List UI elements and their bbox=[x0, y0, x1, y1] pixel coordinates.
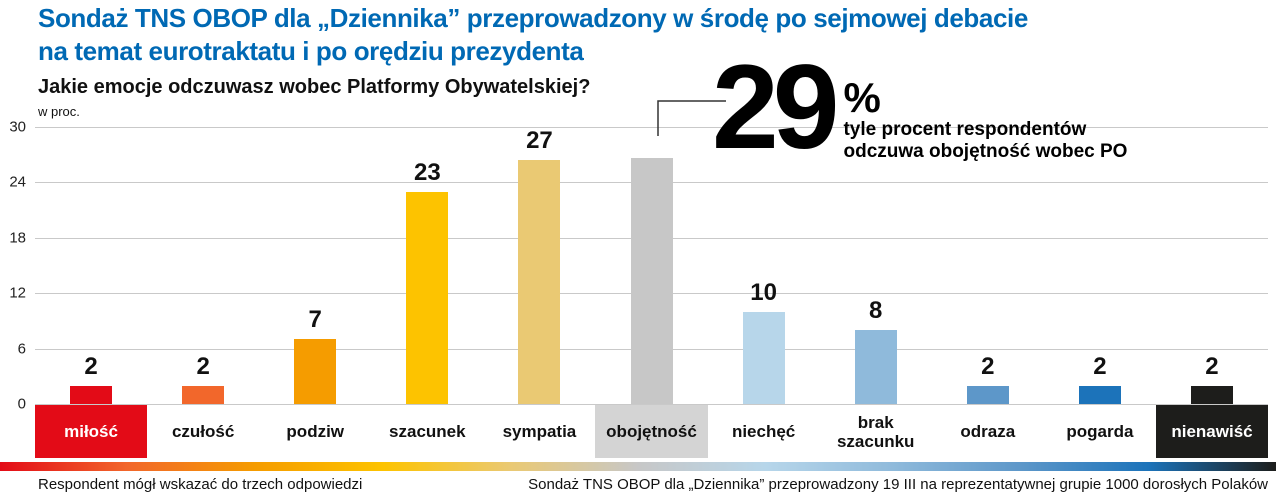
color-gradient-strip bbox=[0, 462, 1276, 471]
category-label-odraza: odraza bbox=[960, 422, 1016, 441]
bar-value-label: 2 bbox=[1093, 352, 1107, 380]
callout-description-line-2: odczuwa obojętność wobec PO bbox=[843, 141, 1128, 162]
category-label-niechęć: niechęć bbox=[731, 422, 796, 441]
bar-pogarda bbox=[1078, 385, 1121, 404]
bar-brak szacunku bbox=[854, 330, 897, 404]
bar-obojętność bbox=[630, 157, 673, 404]
chart-question: Jakie emocje odczuwasz wobec Platformy O… bbox=[38, 76, 591, 98]
y-axis-tick-label: 18 bbox=[9, 229, 26, 247]
bar-sympatia bbox=[518, 160, 561, 404]
category-label-podziw: podziw bbox=[286, 422, 345, 441]
bar-value-label: 7 bbox=[308, 306, 322, 334]
footnote-source: Sondaż TNS OBOP dla „Dziennika” przeprow… bbox=[528, 476, 1268, 493]
bar-column: 2 bbox=[147, 127, 259, 404]
y-axis-tick-label: 30 bbox=[9, 118, 26, 136]
callout-description-line-1: tyle procent respondentów bbox=[843, 119, 1087, 140]
callout-right-block: % tyle procent respondentów odczuwa oboj… bbox=[843, 55, 1127, 163]
y-axis-tick-label: 6 bbox=[17, 340, 26, 358]
category-label-brak szacunku: brak szacunku bbox=[836, 412, 915, 451]
bar-niechęć bbox=[742, 311, 785, 404]
gridline bbox=[35, 127, 1268, 128]
y-axis: 30 24 18 12 6 0 bbox=[0, 119, 28, 413]
bar-szacunek bbox=[406, 191, 449, 404]
y-axis-tick-label: 0 bbox=[17, 395, 26, 413]
category-label-nienawiść: nienawiść bbox=[1155, 405, 1269, 458]
bar-nienawiść bbox=[1190, 385, 1233, 404]
category-label-pogarda: pogarda bbox=[1066, 422, 1134, 441]
bar-column: 7 bbox=[259, 127, 371, 404]
callout-connector-line bbox=[657, 100, 726, 136]
category-label-sympatia: sympatia bbox=[502, 422, 577, 441]
category-labels-row: miłość czułość podziw szacunek sympatia oboję… bbox=[35, 405, 1269, 458]
category-label-szacunek: szacunek bbox=[389, 422, 466, 441]
bar-value-label: 10 bbox=[750, 278, 777, 306]
y-axis-tick-label: 24 bbox=[9, 173, 26, 191]
bar-value-label: 2 bbox=[1205, 352, 1219, 380]
title-line-2: na temat eurotraktatu i po orędziu prezy… bbox=[38, 36, 584, 66]
unit-label: w proc. bbox=[38, 104, 80, 119]
category-label-miłość: miłość bbox=[35, 405, 148, 458]
bar-odraza bbox=[966, 385, 1009, 404]
bar-czułość bbox=[182, 385, 225, 404]
bar-column: 2 bbox=[1156, 127, 1268, 404]
bar-column: 2 bbox=[35, 127, 147, 404]
title-line-1: Sondaż TNS OBOP dla „Dziennika” przeprow… bbox=[38, 3, 1028, 33]
bar-value-label: 27 bbox=[526, 127, 553, 154]
callout-description: tyle procent respondentów odczuwa obojęt… bbox=[843, 119, 1127, 163]
chart-plot: 2 2 7 23 27 10 8 2 2 2 bbox=[35, 127, 1268, 405]
percent-sign: % bbox=[843, 74, 881, 121]
bar-podziw bbox=[294, 339, 337, 404]
bar-column: 8 bbox=[820, 127, 932, 404]
gridline bbox=[35, 404, 1268, 405]
y-axis-tick-label: 12 bbox=[9, 284, 26, 302]
bars-container: 2 2 7 23 27 10 8 2 2 2 bbox=[35, 127, 1268, 404]
bar-column: 2 bbox=[1044, 127, 1156, 404]
category-label-obojętność: obojętność bbox=[595, 405, 708, 458]
bar-column: 2 bbox=[932, 127, 1044, 404]
bar-column bbox=[595, 127, 707, 404]
bar-column: 23 bbox=[371, 127, 483, 404]
bar-value-label: 8 bbox=[869, 297, 883, 325]
bar-miłość bbox=[70, 385, 113, 404]
bar-column: 27 bbox=[483, 127, 595, 404]
bar-value-label: 2 bbox=[84, 352, 98, 380]
callout-value: 29 bbox=[712, 40, 840, 174]
page-title: Sondaż TNS OBOP dla „Dziennika” przeprow… bbox=[38, 2, 1028, 68]
bar-value-label: 23 bbox=[413, 158, 441, 186]
bar-column: 10 bbox=[708, 127, 820, 404]
callout: 29 % tyle procent respondentów odczuwa o… bbox=[712, 40, 1127, 174]
bar-value-label: 2 bbox=[196, 352, 210, 380]
footnote-methodology: Respondent mógł wskazać do trzech odpowi… bbox=[38, 476, 363, 493]
category-label-czułość: czułość bbox=[171, 422, 235, 441]
bar-value-label: 2 bbox=[981, 352, 995, 380]
